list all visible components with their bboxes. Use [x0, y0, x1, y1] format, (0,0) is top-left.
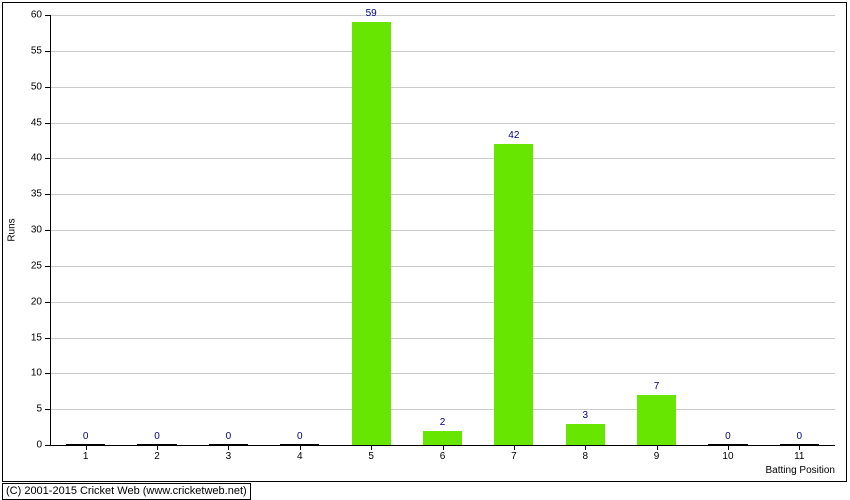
- y-tick-label: 40: [22, 153, 42, 164]
- gridline: [50, 409, 835, 410]
- bar: [494, 144, 533, 445]
- bar-value-label: 59: [366, 8, 377, 19]
- y-axis-line: [50, 15, 51, 445]
- bar-value-label: 7: [654, 381, 660, 392]
- y-tick-label: 55: [22, 45, 42, 56]
- y-tick-mark: [45, 123, 50, 124]
- y-tick-mark: [45, 302, 50, 303]
- bar-value-label: 0: [297, 431, 303, 442]
- bar-value-label: 3: [582, 410, 588, 421]
- y-tick-mark: [45, 15, 50, 16]
- bar-value-label: 0: [797, 431, 803, 442]
- x-tick-label: 6: [440, 451, 446, 462]
- gridline: [50, 230, 835, 231]
- y-tick-mark: [45, 266, 50, 267]
- gridline: [50, 123, 835, 124]
- x-tick-mark: [300, 445, 301, 450]
- y-tick-mark: [45, 158, 50, 159]
- x-tick-mark: [157, 445, 158, 450]
- y-tick-label: 30: [22, 225, 42, 236]
- y-tick-label: 60: [22, 10, 42, 21]
- x-tick-mark: [443, 445, 444, 450]
- x-tick-mark: [799, 445, 800, 450]
- gridline: [50, 266, 835, 267]
- gridline: [50, 87, 835, 88]
- y-tick-label: 25: [22, 260, 42, 271]
- bar: [566, 424, 605, 446]
- gridline: [50, 15, 835, 16]
- x-tick-label: 11: [794, 451, 804, 462]
- gridline: [50, 302, 835, 303]
- y-tick-mark: [45, 87, 50, 88]
- x-tick-mark: [228, 445, 229, 450]
- gridline: [50, 51, 835, 52]
- y-axis-title: Runs: [7, 218, 18, 241]
- gridline: [50, 373, 835, 374]
- y-tick-mark: [45, 230, 50, 231]
- y-tick-label: 15: [22, 332, 42, 343]
- y-tick-mark: [45, 338, 50, 339]
- y-tick-mark: [45, 445, 50, 446]
- y-tick-mark: [45, 194, 50, 195]
- x-tick-mark: [728, 445, 729, 450]
- bar: [423, 431, 462, 445]
- x-tick-label: 8: [582, 451, 588, 462]
- x-tick-mark: [86, 445, 87, 450]
- x-tick-label: 9: [654, 451, 660, 462]
- x-tick-label: 7: [511, 451, 517, 462]
- y-tick-label: 45: [22, 117, 42, 128]
- copyright-text: (C) 2001-2015 Cricket Web (www.cricketwe…: [2, 483, 251, 500]
- chart-container: Runs Batting Position (C) 2001-2015 Cric…: [0, 0, 850, 500]
- bar-value-label: 0: [725, 431, 731, 442]
- y-tick-mark: [45, 373, 50, 374]
- x-tick-label: 2: [154, 451, 160, 462]
- gridline: [50, 194, 835, 195]
- x-tick-label: 10: [722, 451, 733, 462]
- x-tick-mark: [514, 445, 515, 450]
- bar-value-label: 2: [440, 417, 446, 428]
- y-tick-label: 35: [22, 189, 42, 200]
- bar: [352, 22, 391, 445]
- x-tick-label: 5: [368, 451, 374, 462]
- bar-value-label: 0: [83, 431, 89, 442]
- y-tick-label: 20: [22, 296, 42, 307]
- x-tick-label: 1: [83, 451, 89, 462]
- y-tick-mark: [45, 409, 50, 410]
- bar-value-label: 42: [508, 130, 519, 141]
- gridline: [50, 338, 835, 339]
- x-tick-label: 4: [297, 451, 303, 462]
- y-tick-label: 50: [22, 81, 42, 92]
- y-tick-label: 5: [22, 404, 42, 415]
- plot-area: [50, 15, 835, 445]
- y-tick-mark: [45, 51, 50, 52]
- bar-value-label: 0: [154, 431, 160, 442]
- bar-value-label: 0: [226, 431, 232, 442]
- bar: [637, 395, 676, 445]
- x-axis-title: Batting Position: [766, 465, 836, 476]
- x-tick-mark: [657, 445, 658, 450]
- x-tick-mark: [371, 445, 372, 450]
- y-tick-label: 10: [22, 368, 42, 379]
- gridline: [50, 158, 835, 159]
- x-tick-mark: [585, 445, 586, 450]
- x-tick-label: 3: [226, 451, 232, 462]
- y-tick-label: 0: [22, 440, 42, 451]
